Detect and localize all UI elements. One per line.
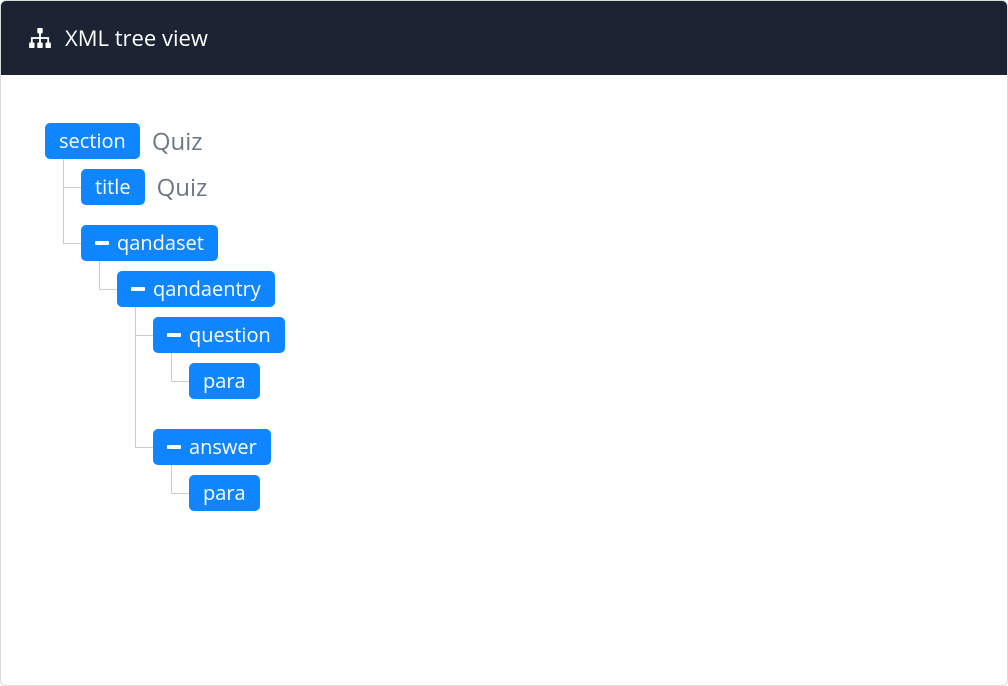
tree-node-title: title Quiz [81,159,971,215]
tree-node-para: para [189,353,971,409]
xml-tree-panel: XML tree view section Quiz title [0,0,1008,686]
tag-question[interactable]: question [153,317,285,353]
node-row: answer [153,429,971,465]
tag-label: para [203,481,246,505]
tag-label: qandaentry [153,277,261,301]
panel-header: XML tree view [1,1,1007,75]
xml-tree-root: section Quiz title Quiz [45,113,971,561]
tag-answer[interactable]: answer [153,429,271,465]
tag-label: para [203,369,246,393]
tag-label: qandaset [117,231,204,255]
tree-node-qandaentry: qandaentry question [117,261,971,541]
node-row: para [189,475,971,511]
tag-qandaset[interactable]: qandaset [81,225,218,261]
panel-title: XML tree view [65,23,208,53]
tag-title[interactable]: title [81,169,145,205]
tag-label: title [95,175,131,199]
node-row: title Quiz [81,169,971,205]
tree-node-qandaset: qandaset qandaentry [81,215,971,551]
collapse-icon [167,333,181,337]
tag-label: section [59,129,126,153]
sitemap-icon [29,28,51,48]
collapse-icon [131,287,145,291]
collapse-icon [95,241,109,245]
node-row: question [153,317,971,353]
tree-node-para: para [189,465,971,521]
tree-node-answer: answer para [153,419,971,531]
tag-label: question [189,323,271,347]
node-row: section Quiz [45,123,971,159]
panel-body: section Quiz title Quiz [1,75,1007,585]
tag-para[interactable]: para [189,363,260,399]
node-row: qandaset [81,225,971,261]
tree-node-section: section Quiz title Quiz [45,113,971,561]
node-text: Quiz [152,125,203,158]
node-row: qandaentry [117,271,971,307]
tag-qandaentry[interactable]: qandaentry [117,271,275,307]
tag-para[interactable]: para [189,475,260,511]
collapse-icon [167,445,181,449]
tree-node-question: question para [153,307,971,419]
node-row: para [189,363,971,399]
node-text: Quiz [157,171,208,204]
tag-label: answer [189,435,257,459]
tag-section[interactable]: section [45,123,140,159]
